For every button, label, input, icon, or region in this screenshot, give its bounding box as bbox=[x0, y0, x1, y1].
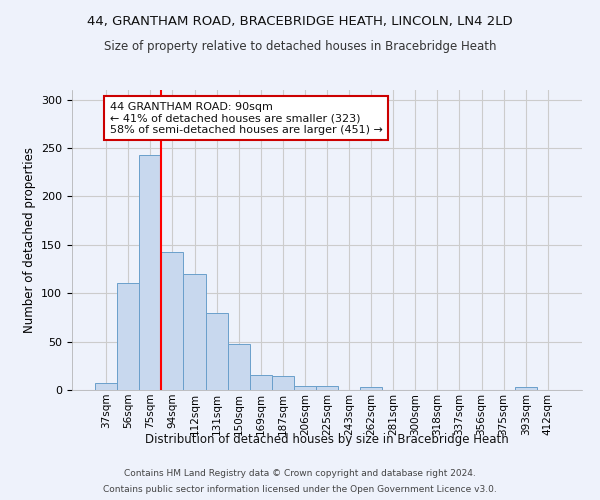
Bar bbox=[250, 374, 272, 390]
Text: Size of property relative to detached houses in Bracebridge Heath: Size of property relative to detached ho… bbox=[104, 40, 496, 53]
Text: Distribution of detached houses by size in Bracebridge Heath: Distribution of detached houses by size … bbox=[145, 432, 509, 446]
Bar bbox=[95, 383, 117, 390]
Text: Contains public sector information licensed under the Open Government Licence v3: Contains public sector information licen… bbox=[103, 485, 497, 494]
Text: 44, GRANTHAM ROAD, BRACEBRIDGE HEATH, LINCOLN, LN4 2LD: 44, GRANTHAM ROAD, BRACEBRIDGE HEATH, LI… bbox=[87, 15, 513, 28]
Bar bbox=[316, 386, 338, 390]
Bar bbox=[206, 312, 227, 390]
Text: Contains HM Land Registry data © Crown copyright and database right 2024.: Contains HM Land Registry data © Crown c… bbox=[124, 468, 476, 477]
Bar bbox=[161, 252, 184, 390]
Bar bbox=[294, 386, 316, 390]
Bar bbox=[184, 274, 206, 390]
Bar bbox=[515, 387, 537, 390]
Bar bbox=[117, 282, 139, 390]
Y-axis label: Number of detached properties: Number of detached properties bbox=[23, 147, 35, 333]
Bar bbox=[272, 376, 294, 390]
Text: 44 GRANTHAM ROAD: 90sqm
← 41% of detached houses are smaller (323)
58% of semi-d: 44 GRANTHAM ROAD: 90sqm ← 41% of detache… bbox=[110, 102, 382, 135]
Bar bbox=[227, 344, 250, 390]
Bar bbox=[360, 387, 382, 390]
Bar bbox=[139, 155, 161, 390]
